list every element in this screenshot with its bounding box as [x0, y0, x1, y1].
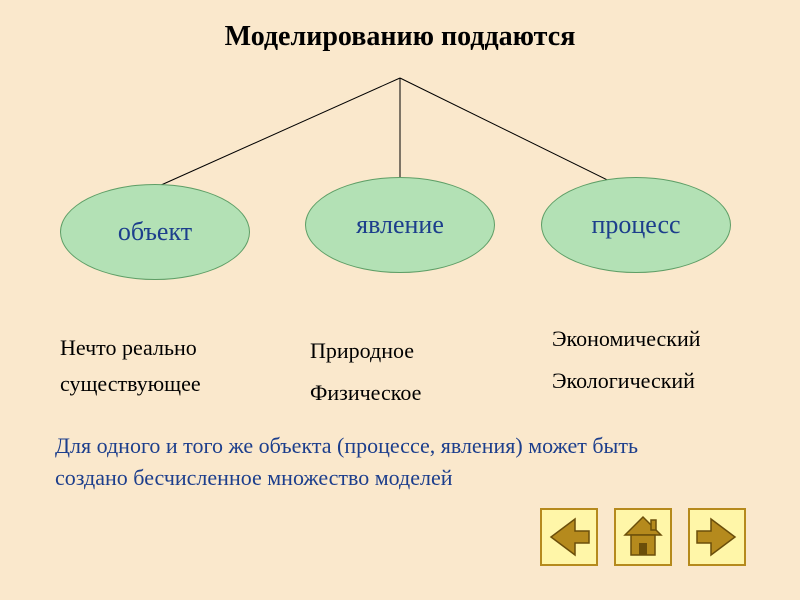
- ellipse-phenomenon: явление: [305, 177, 495, 273]
- footer-line: создано бесчисленное множество моделей: [55, 462, 638, 494]
- footer-line: Для одного и того же объекта (процессе, …: [55, 430, 638, 462]
- nav-next-button[interactable]: [688, 508, 746, 566]
- nav-home-button[interactable]: [614, 508, 672, 566]
- house-icon: [619, 513, 667, 561]
- footer-note: Для одного и того же объекта (процессе, …: [55, 430, 638, 494]
- nav-buttons: [540, 508, 746, 566]
- desc-phenomenon: ПриродноеФизическое: [310, 330, 421, 414]
- ellipse-object: объект: [60, 184, 250, 280]
- slide-title-text: Моделированию поддаются: [225, 21, 576, 52]
- desc-process: ЭкономическийЭкологический: [552, 318, 701, 402]
- desc-line: Экологический: [552, 360, 701, 402]
- desc-line: Экономический: [552, 318, 701, 360]
- ellipse-process: процесс: [541, 177, 731, 273]
- ellipse-phenomenon-label: явление: [356, 210, 444, 240]
- desc-line: Нечто реально: [60, 330, 201, 366]
- desc-line: Физическое: [310, 372, 421, 414]
- desc-object: Нечто реальносуществующее: [60, 330, 201, 402]
- slide-title: Моделированию поддаются: [0, 21, 800, 53]
- arrow-right-icon: [693, 513, 741, 561]
- desc-line: существующее: [60, 366, 201, 402]
- nav-prev-button[interactable]: [540, 508, 598, 566]
- ellipse-object-label: объект: [118, 217, 192, 247]
- arrow-left-icon: [545, 513, 593, 561]
- desc-line: Природное: [310, 330, 421, 372]
- ellipse-process-label: процесс: [591, 210, 680, 240]
